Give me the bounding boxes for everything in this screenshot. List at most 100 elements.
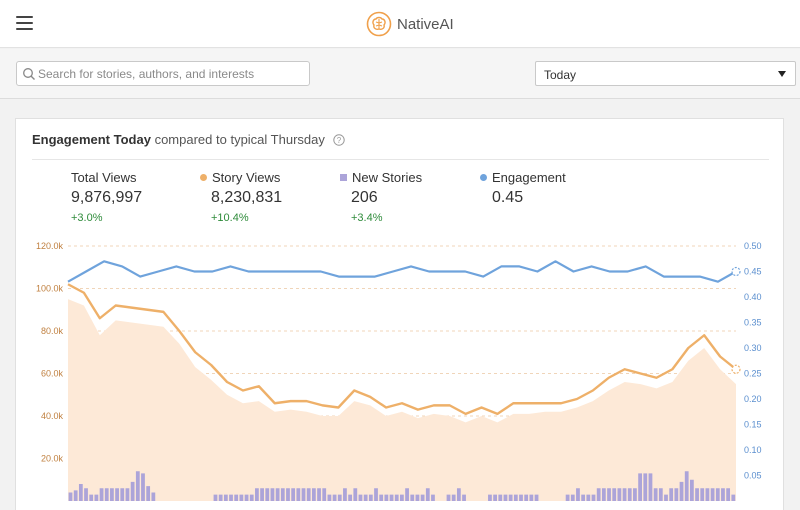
new-stories-bar [286,488,290,501]
engagement-line [67,260,737,283]
new-stories-bar [565,494,570,501]
story-views-dot-icon [200,174,207,181]
right-axis-tick: 0.50 [744,241,762,251]
right-axis-tick: 0.05 [744,471,762,481]
new-stories-bar [348,494,353,501]
help-icon[interactable]: ? [332,134,345,146]
new-stories-bar [689,479,694,501]
new-stories-bar [529,494,534,501]
new-stories-bar [721,488,725,501]
search-icon [23,68,35,80]
new-stories-bar [715,488,720,501]
new-stories-bar [700,488,705,501]
new-stories-bar [576,488,580,501]
new-stories-bar [684,471,689,501]
date-range-select[interactable]: Today [535,61,796,86]
new-stories-bar [627,488,632,501]
new-stories-bar [255,488,259,501]
right-axis-tick: 0.10 [744,445,762,455]
right-axis-tick: 0.45 [744,267,762,277]
card-title: Engagement Today compared to typical Thu… [32,132,345,147]
new-stories-bar [710,488,715,501]
new-stories-bar [120,488,125,501]
new-stories-bar [229,494,233,501]
axis-ticks: 20.0k 40.0k 60.0k 80.0k 100.0k 120.0k 0.05 0.10… [36,241,762,481]
new-stories-bar [617,488,622,501]
stat-total-views: Total Views 9,876,997 +3.0% [71,170,142,224]
new-stories-bar [410,494,415,501]
new-stories-bar [301,488,306,501]
story-views-line [67,283,737,416]
new-stories-bar [104,488,109,501]
new-stories-bar [415,494,420,501]
new-stories-bar [519,494,523,501]
new-stories-bar [368,494,373,501]
new-stories-bar [570,494,575,501]
new-stories-bar [384,494,389,501]
new-stories-bar [311,488,316,501]
left-axis-tick: 20.0k [41,454,64,464]
new-stories-square-icon [340,174,347,181]
top-bar: NativeAI [0,0,800,48]
stat-label: Engagement [492,170,566,185]
new-stories-bar [596,488,601,501]
new-stories-bar [363,494,368,501]
stat-label: Total Views [71,170,137,185]
search-box[interactable] [16,61,310,86]
new-stories-bar [601,488,606,501]
left-axis-tick: 60.0k [41,369,64,379]
new-stories-bar [524,494,529,501]
hamburger-icon[interactable] [16,16,33,30]
new-stories-bar [275,488,280,501]
brand-name: NativeAI [397,15,454,33]
new-stories-bar [146,486,151,501]
chart-lines [67,260,741,416]
new-stories-bar [591,494,596,501]
left-axis-tick: 40.0k [41,411,64,421]
stat-new-stories: New Stories 206 +3.4% [340,170,422,224]
stat-value: 0.45 [492,189,524,206]
new-stories-bar [493,494,497,501]
new-stories-bar [513,494,518,501]
stat-value: 8,230,831 [211,189,283,206]
new-stories-bar [130,481,135,501]
right-axis-tick: 0.35 [744,318,762,328]
brand[interactable]: NativeAI [366,10,454,38]
new-stories-bar [695,488,699,501]
new-stories-bar [622,488,627,501]
new-stories-bar [135,471,140,501]
new-stories-bar [400,494,404,501]
new-stories-bar [270,488,275,501]
new-stories-bar [343,488,347,501]
left-axis-tick: 80.0k [41,326,64,336]
new-stories-bar [244,494,249,501]
new-stories-bars [68,471,736,501]
new-stories-bar [488,494,492,501]
new-stories-bar [234,494,239,501]
new-stories-bar [451,494,456,501]
new-stories-bar [125,488,130,501]
right-axis-tick: 0.25 [744,369,762,379]
new-stories-bar [679,481,684,501]
new-stories-bar [643,473,648,501]
new-stories-bar [508,494,513,501]
new-stories-bar [115,488,119,501]
new-stories-bar [664,494,668,501]
new-stories-bar [94,494,99,501]
search-input[interactable] [38,64,306,83]
card-divider [32,159,769,160]
engagement-card: Engagement Today compared to typical Thu… [15,118,784,510]
new-stories-bar [317,488,321,501]
new-stories-bar [653,488,658,501]
svg-text:?: ? [336,136,341,145]
new-stories-bar [503,494,508,501]
new-stories-bar [265,488,270,501]
new-stories-bar [389,494,394,501]
new-stories-bar [456,488,461,501]
new-stories-bar [669,488,674,501]
new-stories-bar [353,488,358,501]
new-stories-bar [405,488,409,501]
brain-logo-icon [366,11,392,37]
stat-change: +10.4% [211,212,249,224]
right-axis-tick: 0.15 [744,420,762,430]
